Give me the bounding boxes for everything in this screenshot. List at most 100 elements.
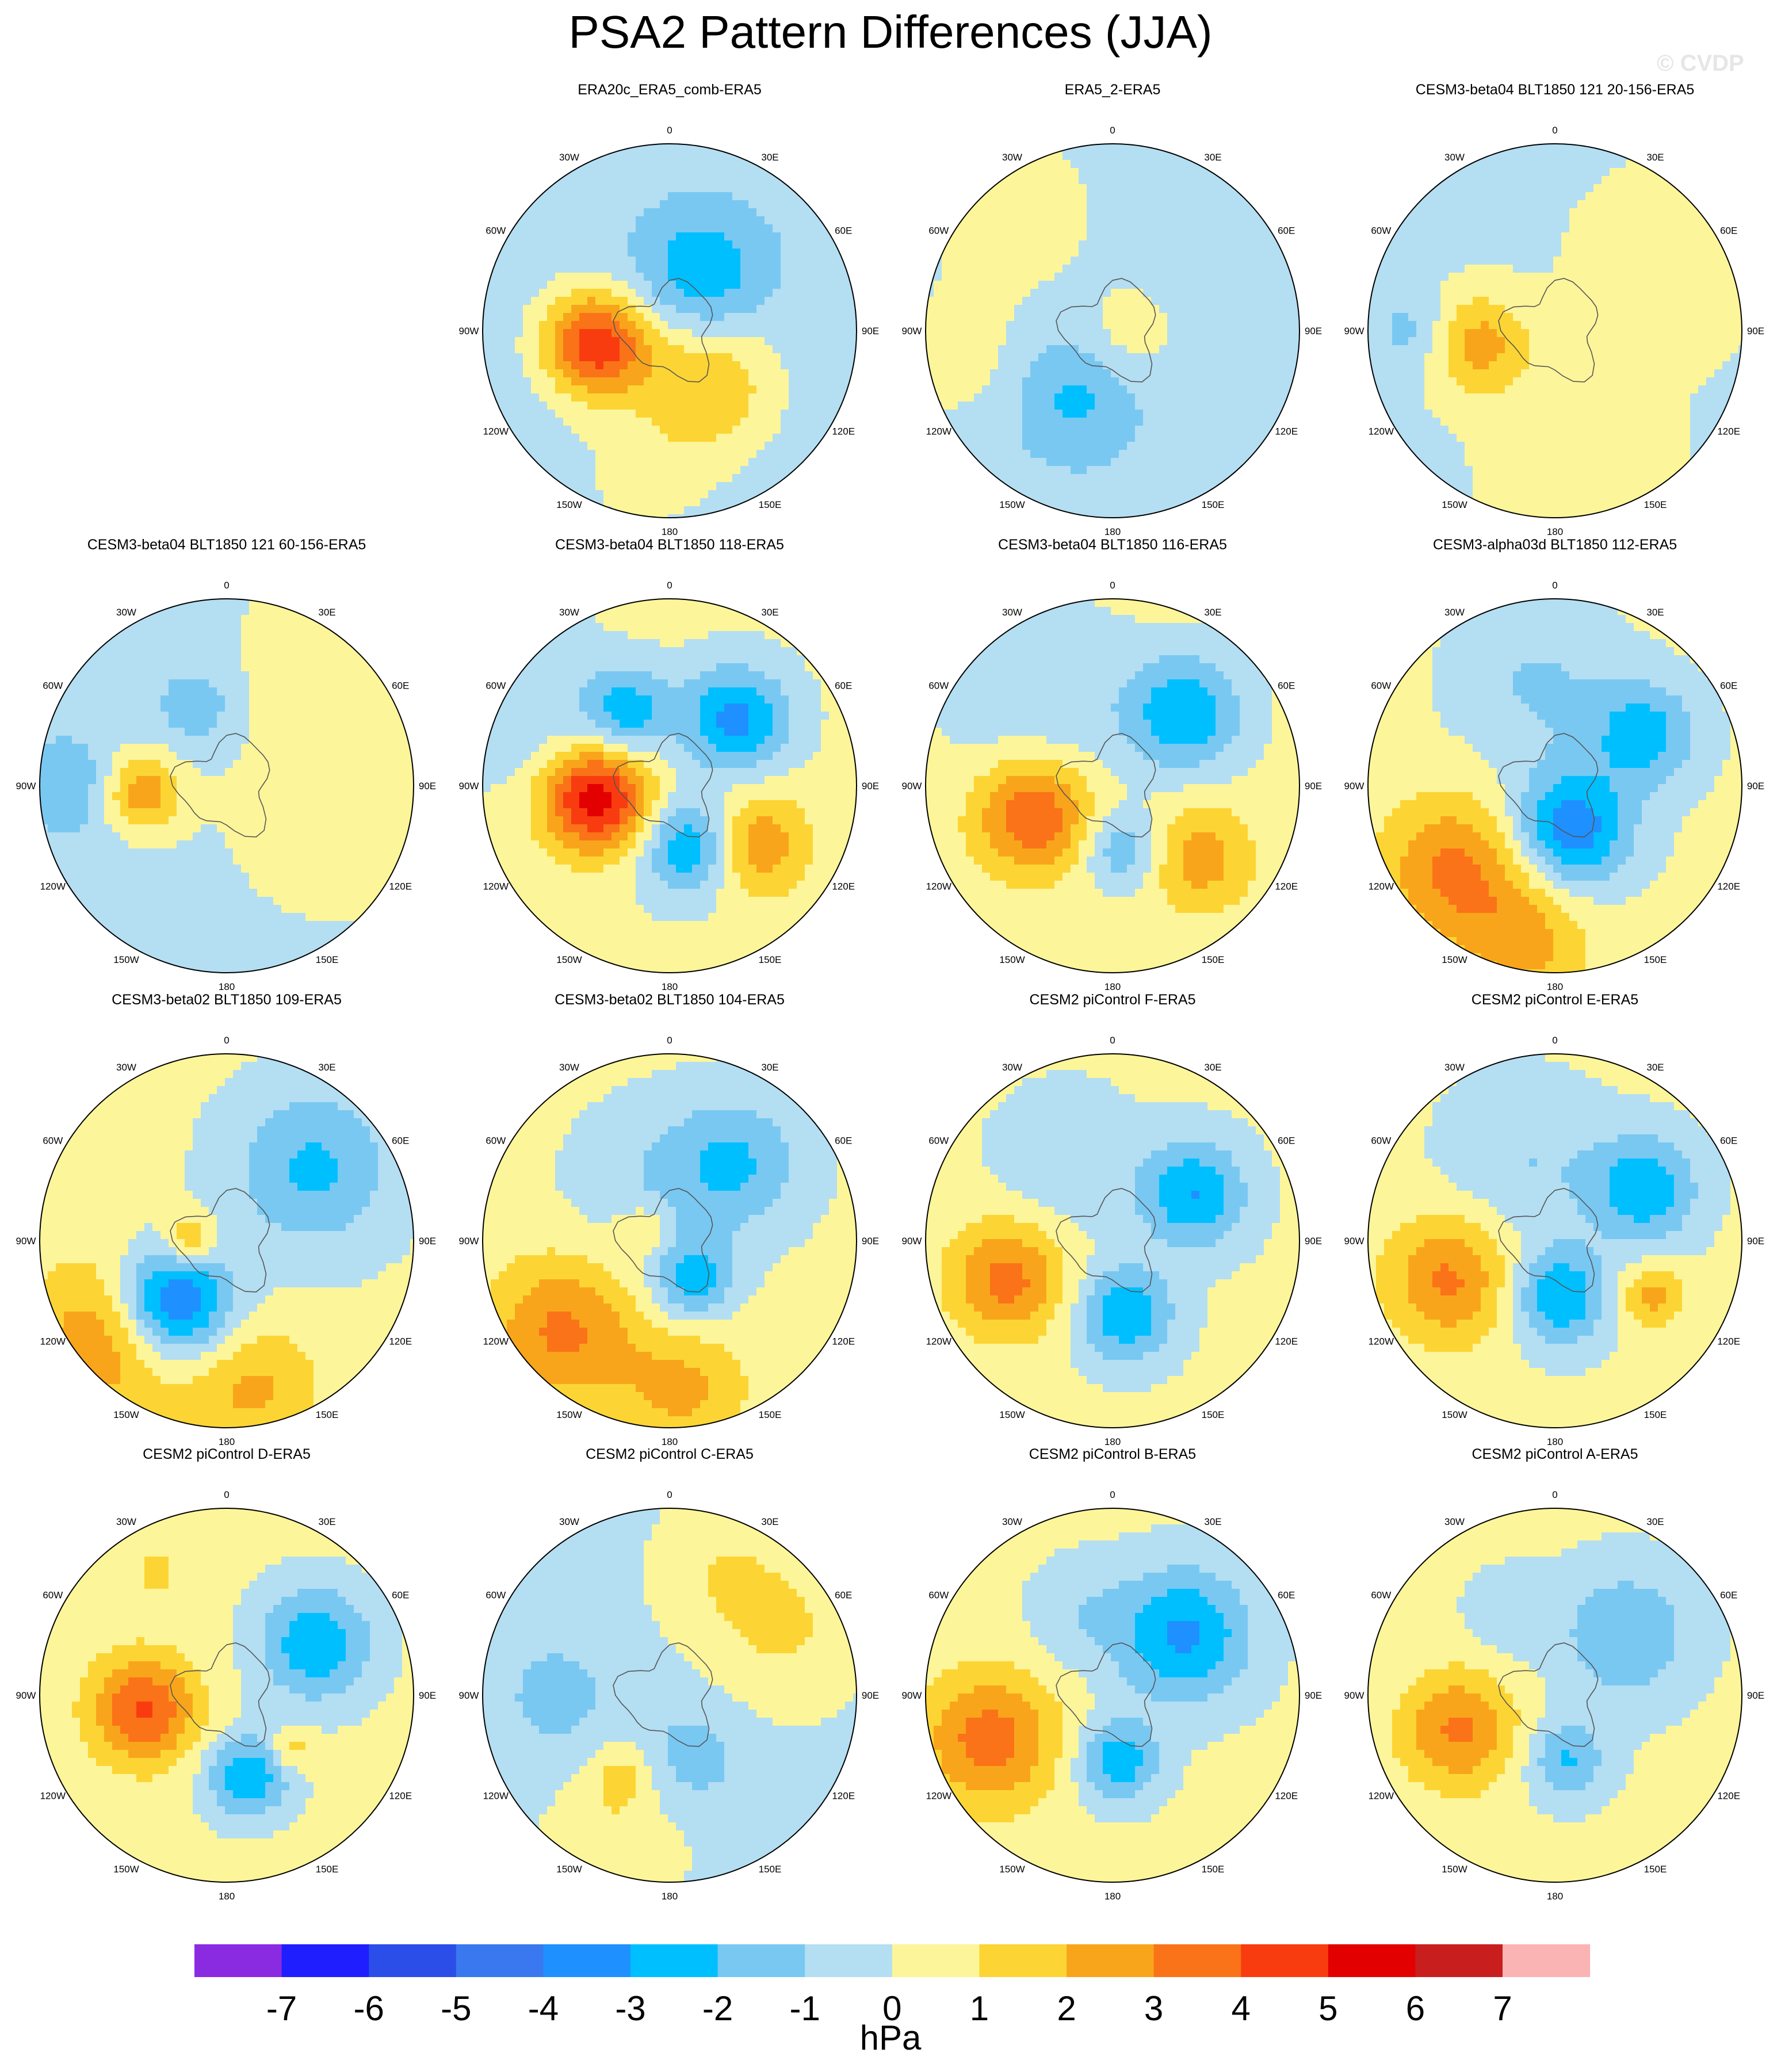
contour-cell [1730,361,1739,370]
contour-cell [507,281,515,289]
contour-cell [1103,514,1111,518]
contour-cell [668,466,677,475]
contour-cell [1199,192,1208,201]
contour-cell [587,168,596,177]
contour-cell [491,329,499,338]
contour-cell [1167,216,1176,225]
contour-cell [563,289,572,297]
contour-cell [1264,240,1272,249]
contour-cell [652,337,660,346]
contour-cell [1481,281,1489,289]
contour-cell [1706,281,1715,289]
contour-cell [1232,385,1240,394]
contour-cell [934,353,942,362]
contour-cell [1151,458,1160,467]
contour-cell [555,216,564,225]
contour-cell [644,506,652,515]
contour-cell [1006,289,1015,297]
contour-cell [740,321,749,330]
contour-cell [1634,337,1642,346]
contour-cell [1232,281,1240,289]
contour-cell [1449,345,1457,354]
contour-cell [1690,305,1699,314]
contour-cell [934,329,942,338]
contour-cell [1030,216,1039,225]
contour-cell [1207,450,1216,458]
contour-cell [1046,345,1055,354]
contour-cell [1497,281,1505,289]
contour-cell [1119,168,1128,177]
contour-cell [1449,337,1457,346]
contour-cell [1658,353,1667,362]
contour-cell [789,224,797,233]
contour-cell [1392,377,1401,386]
contour-cell [797,353,805,362]
contour-cell [1022,337,1031,346]
contour-cell [756,232,765,241]
contour-cell [1232,265,1240,273]
contour-cell [547,402,556,410]
contour-cell [1006,337,1015,346]
contour-cell [724,418,733,426]
contour-cell [1577,192,1586,201]
contour-cell [1071,418,1079,426]
contour-cell [603,224,612,233]
contour-cell [700,498,709,507]
contour-cell [587,224,596,233]
contour-cell [1577,257,1586,265]
contour-cell [958,232,966,241]
contour-cell [620,192,628,201]
contour-cell [950,265,958,273]
contour-cell [1553,144,1562,152]
contour-cell [1569,249,1578,257]
contour-cell [1183,337,1192,346]
contour-cell [1199,393,1208,402]
contour-cell [1071,265,1079,273]
contour-cell [1602,313,1610,322]
contour-cell [732,393,741,402]
contour-cell [1489,353,1497,362]
contour-cell [547,410,556,418]
contour-cell [660,249,668,257]
contour-cell [660,458,668,467]
contour-cell [1553,297,1562,305]
contour-cell [708,281,717,289]
contour-cell [1175,321,1184,330]
contour-cell [829,321,838,330]
contour-cell [692,442,701,450]
contour-cell [1602,257,1610,265]
contour-cell [1159,200,1168,209]
contour-cell [555,450,564,458]
contour-cell [1087,273,1095,281]
contour-cell [708,498,717,507]
contour-cell [958,297,966,305]
contour-cell [1135,232,1144,241]
contour-cell [1191,249,1200,257]
contour-cell [1006,474,1015,483]
contour-cell [1183,208,1192,217]
contour-cell [515,281,523,289]
contour-cell [1424,249,1433,257]
contour-cell [1111,192,1119,201]
contour-cell [1424,305,1433,314]
contour-cell [740,369,749,378]
contour-cell [1038,377,1047,386]
contour-cell [1400,297,1409,305]
contour-cell [1626,249,1634,257]
contour-cell [1159,265,1168,273]
contour-cell [1167,482,1176,491]
contour-cell [1618,224,1626,233]
contour-cell [611,474,620,483]
contour-cell [797,450,805,458]
contour-cell [740,442,749,450]
contour-cell [1143,224,1152,233]
contour-cell [1079,498,1087,507]
contour-cell [966,329,974,338]
contour-cell [1432,313,1441,322]
contour-cell [716,450,725,458]
contour-cell [620,410,628,418]
contour-cell [676,361,685,370]
contour-cell [716,337,725,346]
contour-cell [1714,345,1723,354]
contour-cell [611,329,620,338]
